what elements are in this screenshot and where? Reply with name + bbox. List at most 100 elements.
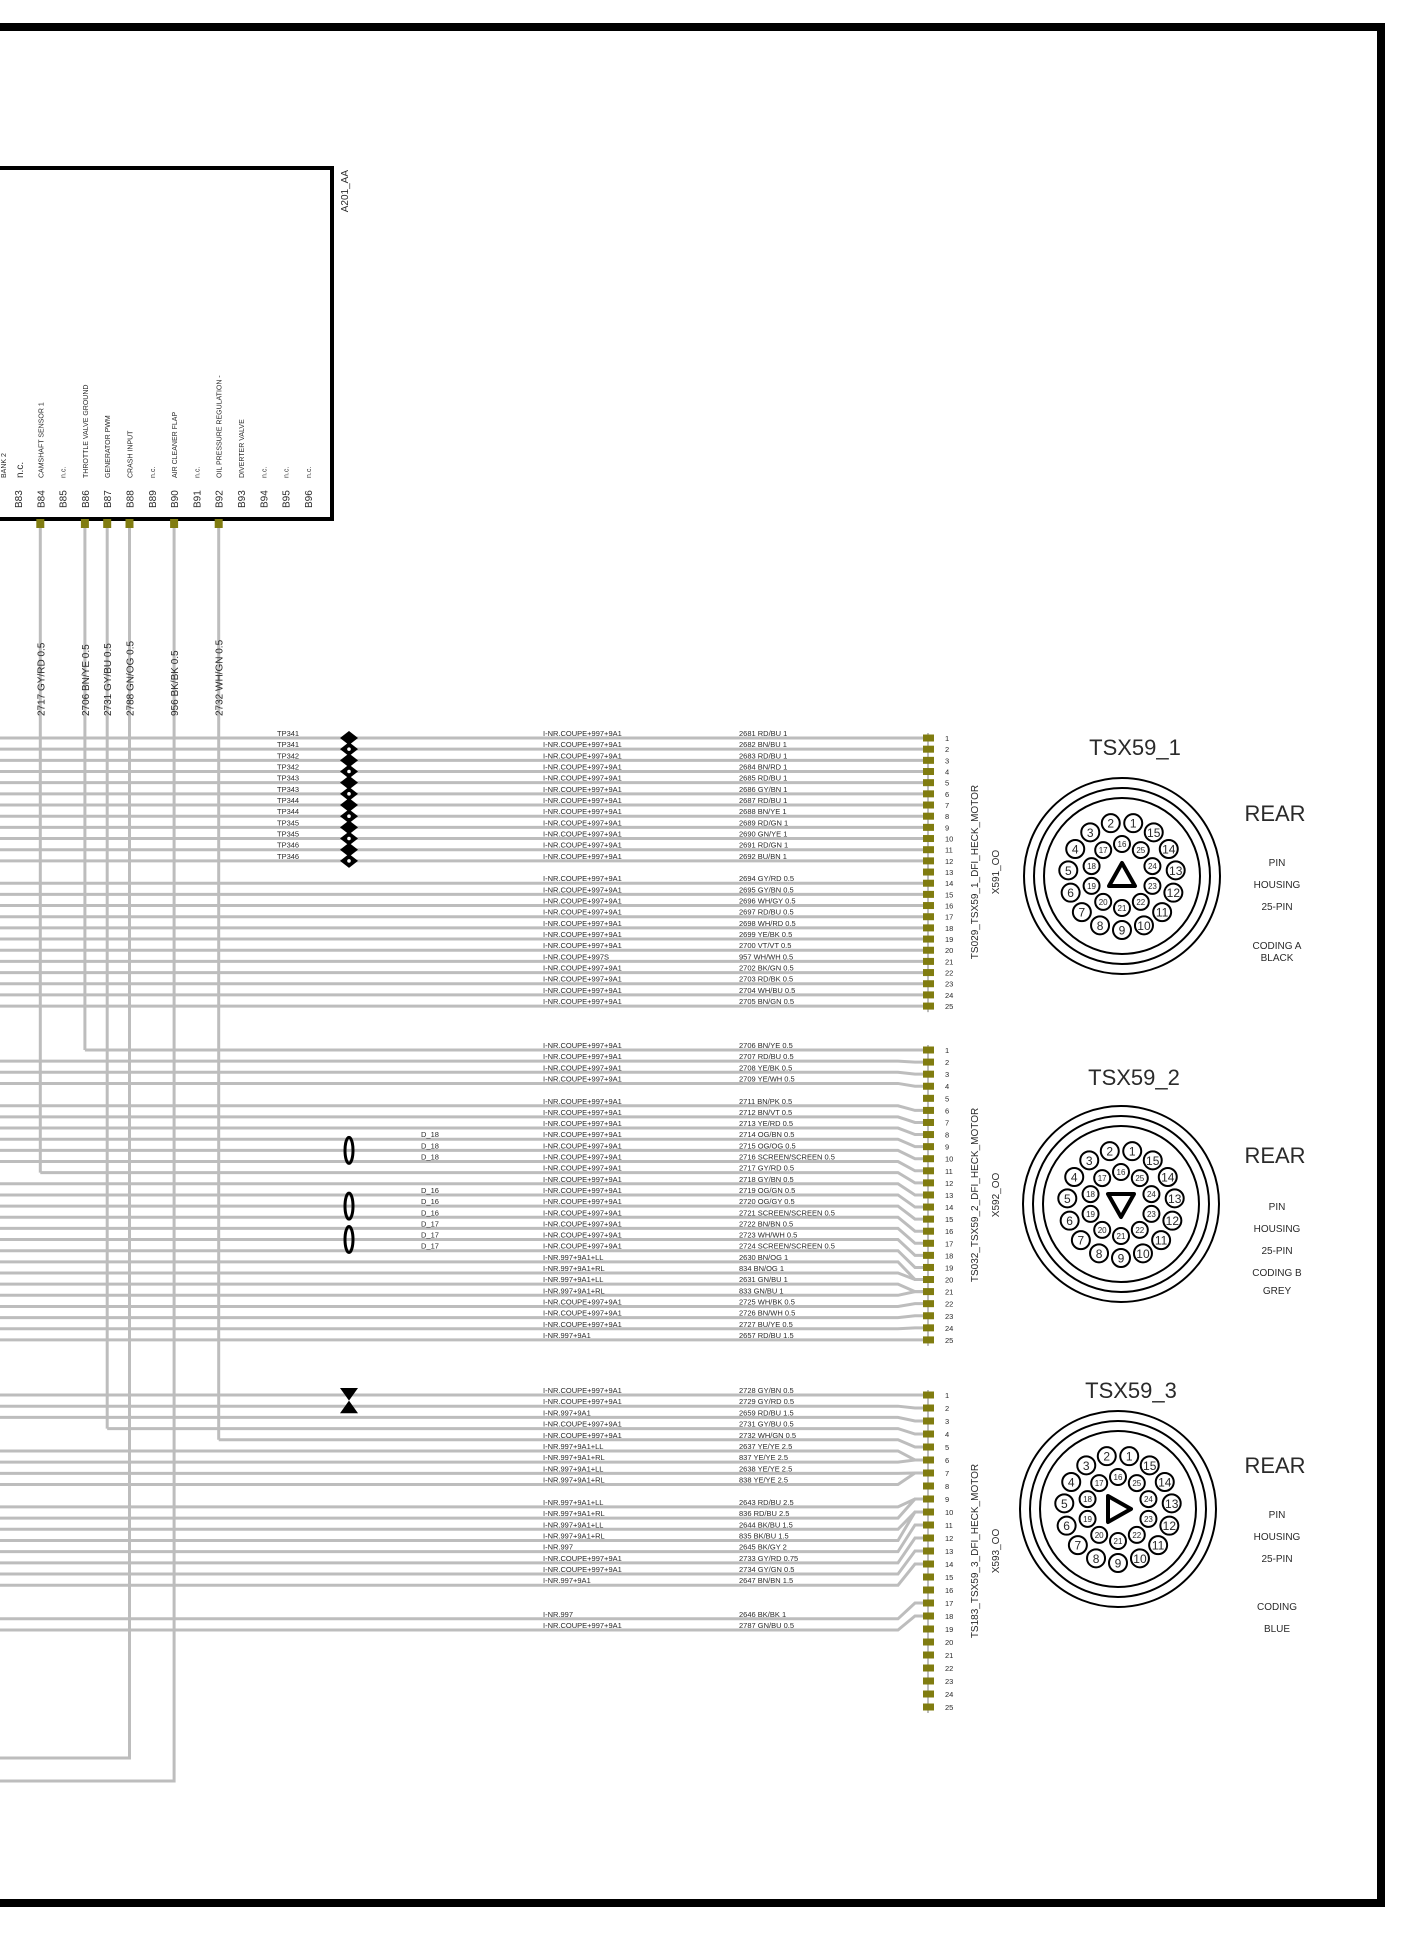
cavity-number: 16 xyxy=(1114,1473,1123,1482)
wire-label: 2706 BN/YE 0.5 xyxy=(739,1041,793,1050)
connector-info: CODING xyxy=(1257,1602,1297,1613)
connector-pin xyxy=(923,734,934,742)
wire-label: 2719 OG/GN 0.5 xyxy=(739,1186,795,1195)
ecu-pin-number: B92 xyxy=(215,490,226,508)
wire-row xyxy=(0,1523,926,1554)
connector-pin xyxy=(923,812,934,820)
wire-label: 2699 YE/BK 0.5 xyxy=(739,930,792,939)
connector-pin-number: 20 xyxy=(945,1276,953,1285)
connector-title: TSX59_1 xyxy=(1089,735,1181,760)
cavity-outer xyxy=(1059,1210,1080,1231)
connector-pin xyxy=(923,1094,934,1102)
wire-label: 2684 BN/RD 1 xyxy=(739,763,787,772)
test-point-label: TP343 xyxy=(277,774,299,783)
cavity-number: 25 xyxy=(1132,1479,1141,1488)
connector-view-label: REAR xyxy=(1244,1453,1305,1478)
connector-pin-number: 21 xyxy=(945,1288,953,1297)
wire-label: 2716 SCREEN/SCREEN 0.5 xyxy=(739,1153,835,1162)
connector-pin xyxy=(923,935,934,943)
test-point-icon xyxy=(340,798,358,813)
vertical-wire-label: 2788 GN/OG 0.5 xyxy=(126,641,137,716)
connector-pin-number: 13 xyxy=(945,1191,953,1200)
cavity-number: 22 xyxy=(1132,1531,1141,1540)
wire-circuit: I-NR.COUPE+997+9A1 xyxy=(543,897,622,906)
wire-circuit: I-NR.COUPE+997+9A1 xyxy=(543,1153,622,1162)
cavity-outer xyxy=(1161,1493,1182,1514)
cavity-number: 21 xyxy=(1114,1537,1123,1546)
ecu-pin-description: n.c. xyxy=(284,467,291,478)
connector-pin-number: 4 xyxy=(945,768,949,777)
connector-pin xyxy=(923,1677,934,1685)
cavity-number: 13 xyxy=(1168,1192,1182,1206)
cavity-inner xyxy=(1113,835,1131,853)
wire-circuit: I-NR.COUPE+997+9A1 xyxy=(543,1320,622,1329)
cavity-outer xyxy=(1119,1446,1140,1467)
wire-label: 2647 BN/BN 1.5 xyxy=(739,1576,793,1585)
wire-circuit: I-NR.COUPE+997+9A1 xyxy=(543,1420,622,1429)
connector-pin-number: 25 xyxy=(945,1703,953,1712)
wire-circuit: I-NR.COUPE+997+9A1 xyxy=(543,751,622,760)
ecu-partial-label: BANK 2 xyxy=(1,453,8,478)
cavity-outer xyxy=(1100,813,1121,834)
wire-circuit: I-NR.997+9A1+RL xyxy=(543,1286,605,1295)
splice-label: D_16 xyxy=(421,1186,439,1195)
wire-label: 2691 RD/GN 1 xyxy=(739,841,788,850)
test-point-label: TP342 xyxy=(277,763,299,772)
wire-circuit: I-NR.COUPE+997+9A1 xyxy=(543,1386,622,1395)
cavity-outer xyxy=(1148,1535,1169,1556)
wire-label: 2689 RD/GN 1 xyxy=(739,818,788,827)
cavity-number: 8 xyxy=(1093,1552,1100,1566)
connector-pin-number: 10 xyxy=(945,835,953,844)
connector-pin xyxy=(923,823,934,831)
connector-pin xyxy=(923,1118,934,1126)
connector-pin xyxy=(923,980,934,988)
connector-pin-number: 17 xyxy=(945,913,953,922)
wire-row xyxy=(0,1193,926,1209)
wire-circuit: I-NR.COUPE+997+9A1 xyxy=(543,874,622,883)
wire-row xyxy=(0,1510,926,1542)
cavity-number: 8 xyxy=(1096,1247,1103,1261)
connector-pin xyxy=(923,1430,934,1438)
ecu-pin-number: B86 xyxy=(81,490,92,508)
wire-circuit: I-NR.997+9A1+RL xyxy=(543,1476,605,1485)
test-point-label: TP342 xyxy=(277,751,299,760)
cavity-outer xyxy=(1165,860,1186,881)
cavity-number: 16 xyxy=(1118,840,1127,849)
cavity-number: 3 xyxy=(1086,1154,1093,1168)
connector-pin xyxy=(923,902,934,910)
wire-label: 2723 WH/WH 0.5 xyxy=(739,1231,797,1240)
connector-pin-number: 12 xyxy=(945,1179,953,1188)
wire-label: 2712 BN/VT 0.5 xyxy=(739,1108,792,1117)
connector-pin xyxy=(923,1443,934,1451)
wire-row xyxy=(0,1562,926,1587)
shielded-splice-icon xyxy=(343,1191,355,1221)
connector-pin-number: 19 xyxy=(945,1625,953,1634)
splice-label: D_18 xyxy=(421,1130,439,1139)
connector-harness-label: TS032_TSX59_2_DFI_HECK_MOTOR xyxy=(970,1108,981,1282)
test-point-icon xyxy=(340,753,358,768)
wire-label: 2724 SCREEN/SCREEN 0.5 xyxy=(739,1242,835,1251)
test-point-label: TP343 xyxy=(277,785,299,794)
cavity-inner xyxy=(1112,1227,1130,1245)
ecu-pin-number: B83 xyxy=(14,490,25,508)
connector-pin-number: 25 xyxy=(945,1002,953,1011)
wire-row xyxy=(0,1226,926,1245)
cavity-inner xyxy=(1131,841,1150,860)
connector-pin xyxy=(923,1456,934,1464)
wire-circuit: I-NR.997+9A1+RL xyxy=(543,1264,605,1273)
connector-ring xyxy=(1039,1430,1197,1588)
cavity-number: 18 xyxy=(1086,1190,1095,1199)
cavity-inner xyxy=(1094,892,1113,911)
cavity-number: 10 xyxy=(1136,1247,1150,1261)
wire-circuit: I-NR.COUPE+997+9A1 xyxy=(543,1242,622,1251)
wire-label: 833 GN/BU 1 xyxy=(739,1286,784,1295)
splice-label: D_17 xyxy=(421,1231,439,1240)
ecu-pin-number: B91 xyxy=(192,490,203,508)
ecu-pin-number: B85 xyxy=(59,490,70,508)
test-point-label: TP344 xyxy=(277,807,299,816)
wire-row xyxy=(0,1115,926,1124)
wire-label: 2705 BN/GN 0.5 xyxy=(739,997,794,1006)
wire-row xyxy=(0,1497,926,1520)
wire-circuit: I-NR.997 xyxy=(543,1610,573,1619)
cavity-outer xyxy=(1158,839,1179,859)
